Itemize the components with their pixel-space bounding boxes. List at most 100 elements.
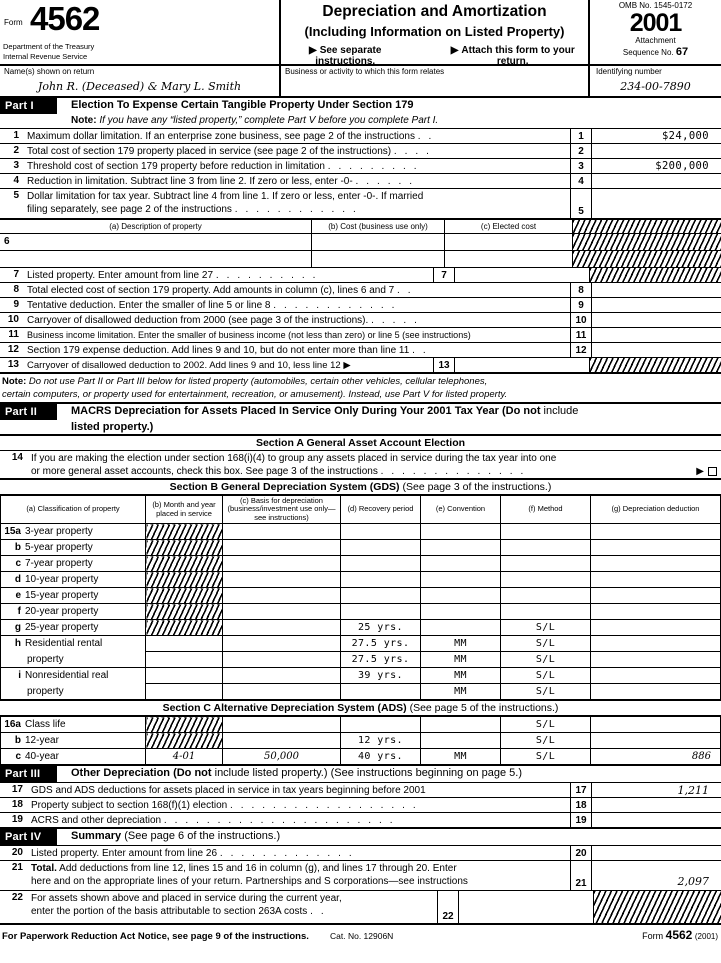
gds-month-15i-1[interactable]: [145, 667, 223, 685]
line-6-elected-1[interactable]: [444, 234, 572, 250]
gds-deduction-15h-1[interactable]: [590, 635, 721, 653]
ads-method-16b: S/L: [500, 732, 591, 750]
gds-basis-15c[interactable]: [222, 555, 341, 573]
ads-convention-16b[interactable]: [420, 732, 501, 750]
line-row-14: 14 If you are making the election under …: [0, 451, 721, 480]
line-value-10[interactable]: [592, 313, 721, 327]
line-number: 20: [11, 847, 23, 859]
ads-basis-16c[interactable]: 50,000: [222, 748, 341, 766]
ads-basis-16a[interactable]: [222, 716, 341, 734]
name-field-cell[interactable]: Name(s) shown on return John R. (Decease…: [0, 66, 281, 96]
gds-convention-15g[interactable]: [420, 619, 501, 637]
gds-basis-15e[interactable]: [222, 587, 341, 605]
gds-convention-15d[interactable]: [420, 571, 501, 589]
gds-basis-15h-2[interactable]: [222, 651, 341, 669]
business-field-cell[interactable]: Business or activity to which this form …: [281, 66, 590, 96]
gds-convention-15b[interactable]: [420, 539, 501, 557]
gds-recovery-15d[interactable]: [340, 571, 421, 589]
gds-method-15e[interactable]: [500, 587, 591, 605]
line-value-20[interactable]: [592, 846, 721, 860]
line-text: Threshold cost of section 179 property b…: [27, 161, 420, 172]
ads-recovery-16a[interactable]: [340, 716, 421, 734]
ads-basis-16b[interactable]: [222, 732, 341, 750]
ads-month-16c[interactable]: 4-01: [145, 748, 223, 766]
gds-deduction-15a[interactable]: [590, 523, 721, 541]
general-asset-account-checkbox[interactable]: [708, 467, 717, 476]
gds-method-15f[interactable]: [500, 603, 591, 621]
gds-deduction-15g[interactable]: [590, 619, 721, 637]
gds-deduction-15h-2[interactable]: [590, 651, 721, 669]
line-value-3[interactable]: $200,000: [655, 160, 709, 172]
line-value-7[interactable]: [455, 268, 589, 282]
line-value-11[interactable]: [592, 328, 721, 342]
gds-recovery-15e[interactable]: [340, 587, 421, 605]
gds-basis-15i-2[interactable]: [222, 683, 341, 701]
gds-method-15a[interactable]: [500, 523, 591, 541]
table-row: 16a Class life S/L: [0, 716, 721, 734]
gds-method-15b[interactable]: [500, 539, 591, 557]
gds-convention-15e[interactable]: [420, 587, 501, 605]
shaded-cell: [145, 603, 223, 621]
line-value-5[interactable]: [592, 189, 721, 218]
line-text: Property subject to section 168(f)(1) el…: [31, 800, 419, 812]
line-value-1[interactable]: $24,000: [661, 130, 709, 142]
taxpayer-header-row: Name(s) shown on return John R. (Decease…: [0, 66, 721, 98]
line-6-cost-2[interactable]: [311, 251, 444, 267]
gds-convention-15f[interactable]: [420, 603, 501, 621]
gds-basis-15d[interactable]: [222, 571, 341, 589]
gds-convention-15c[interactable]: [420, 555, 501, 573]
gds-deduction-15b[interactable]: [590, 539, 721, 557]
line-value-2[interactable]: [592, 144, 721, 158]
gds-deduction-15e[interactable]: [590, 587, 721, 605]
line-value-4[interactable]: [592, 174, 721, 188]
line-value-19[interactable]: [592, 813, 721, 827]
line-box-label: 13: [433, 358, 455, 372]
gds-method-15c[interactable]: [500, 555, 591, 573]
gds-month-15i-2[interactable]: [145, 683, 223, 701]
gds-recovery-15i-2[interactable]: [340, 683, 421, 701]
gds-basis-15g[interactable]: [222, 619, 341, 637]
line-value-12[interactable]: [592, 343, 721, 357]
ads-deduction-16b[interactable]: [590, 732, 721, 750]
gds-basis-15b[interactable]: [222, 539, 341, 557]
line-row-18: 18 Property subject to section 168(f)(1)…: [0, 798, 721, 814]
line-value-17[interactable]: 1,211: [677, 783, 710, 797]
part-1-note-text: If you have any “listed property,” compl…: [99, 115, 439, 126]
gds-deduction-15i-2[interactable]: [590, 683, 721, 701]
line-value-21[interactable]: 2,097: [677, 875, 710, 889]
section-b-header: Section B General Depreciation System (G…: [0, 480, 721, 495]
line-value-13[interactable]: [455, 358, 589, 372]
line-6-elected-2[interactable]: [444, 251, 572, 267]
line-box-label: 21: [570, 861, 592, 891]
gds-basis-15f[interactable]: [222, 603, 341, 621]
gds-recovery-15f[interactable]: [340, 603, 421, 621]
gds-basis-15i-1[interactable]: [222, 667, 341, 685]
line-6-cost-1[interactable]: [311, 234, 444, 250]
gds-recovery-15c[interactable]: [340, 555, 421, 573]
identifying-number-cell[interactable]: Identifying number 234-00-7890: [590, 66, 721, 96]
line-text: Tentative deduction. Enter the smaller o…: [27, 300, 397, 311]
gds-deduction-15i-1[interactable]: [590, 667, 721, 685]
gds-deduction-15f[interactable]: [590, 603, 721, 621]
line-value-9[interactable]: [592, 298, 721, 312]
gds-deduction-15c[interactable]: [590, 555, 721, 573]
gds-recovery-15a[interactable]: [340, 523, 421, 541]
instruction-attach-form: ▶ Attach this form to your return.: [450, 45, 575, 67]
gds-recovery-15b[interactable]: [340, 539, 421, 557]
ads-deduction-16c[interactable]: 886: [590, 748, 721, 766]
gds-basis-15a[interactable]: [222, 523, 341, 541]
gds-deduction-15d[interactable]: [590, 571, 721, 589]
gds-month-15h-2[interactable]: [145, 651, 223, 669]
line-value-22[interactable]: [459, 891, 593, 923]
line-6-desc-2[interactable]: [0, 251, 311, 267]
ads-deduction-16a[interactable]: [590, 716, 721, 734]
ads-convention-16a[interactable]: [420, 716, 501, 734]
table-row: b 5-year property: [0, 539, 721, 557]
line-value-18[interactable]: [592, 798, 721, 812]
gds-method-15d[interactable]: [500, 571, 591, 589]
line-value-8[interactable]: [592, 283, 721, 297]
gds-convention-15a[interactable]: [420, 523, 501, 541]
gds-month-15h-1[interactable]: [145, 635, 223, 653]
gds-basis-15h-1[interactable]: [222, 635, 341, 653]
line-number[interactable]: 6: [4, 236, 10, 247]
